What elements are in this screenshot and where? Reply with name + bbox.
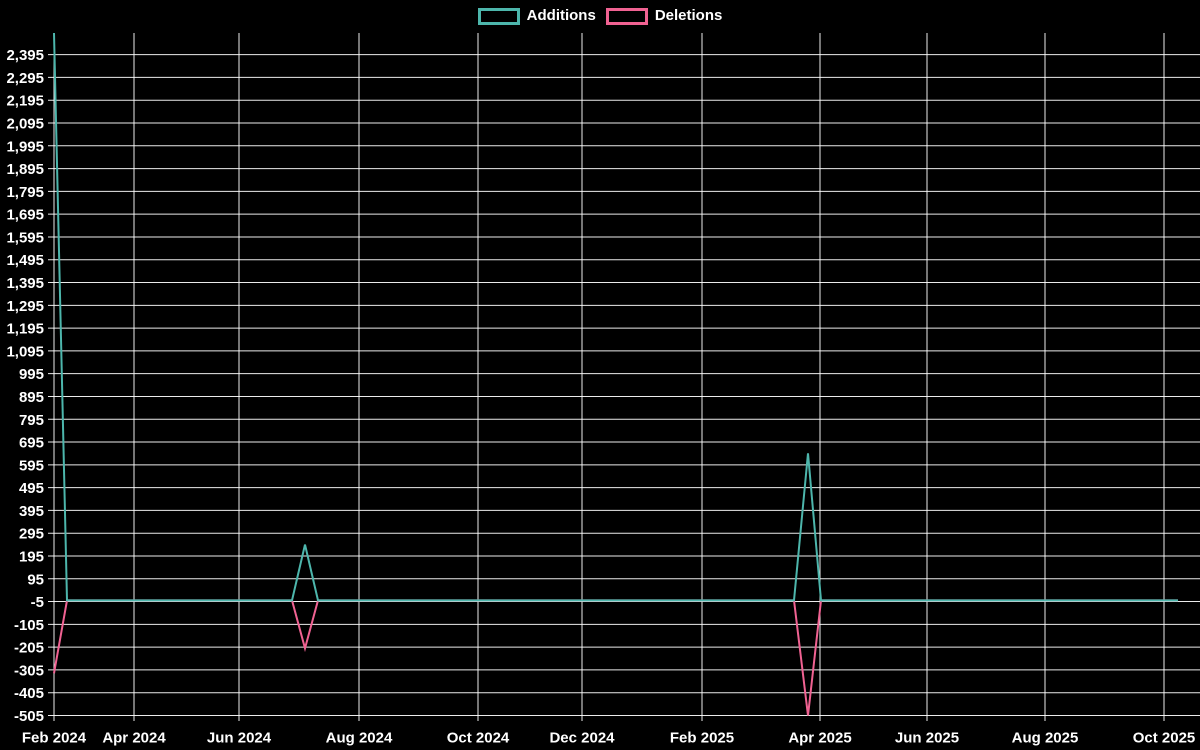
legend-label: Deletions [654,7,723,24]
legend-label: Additions [526,7,596,24]
y-tick-label: 795 [19,412,44,429]
y-tick-label: 695 [19,435,44,452]
y-tick-label: -5 [31,594,44,611]
y-tick-label: 995 [19,366,44,383]
y-tick-label: 895 [19,389,44,406]
y-tick-label: 1,295 [6,298,44,315]
y-tick-label: 2,295 [6,70,44,87]
x-tick-label: Aug 2024 [326,730,393,747]
y-tick-label: 395 [19,503,44,520]
legend-item-deletions[interactable]: Deletions [605,7,723,25]
y-tick-label: 1,595 [6,229,44,246]
x-tick-label: Feb 2025 [670,730,734,747]
legend-swatch-additions [477,7,520,25]
x-tick-label: Oct 2024 [447,730,510,747]
x-tick-label: Dec 2024 [549,730,615,747]
deletions-line [53,599,1178,716]
x-tick-label: Apr 2025 [788,730,851,747]
y-tick-label: -205 [14,640,44,657]
legend-item-additions[interactable]: Additions [477,7,596,25]
y-tick-label: -305 [14,662,44,679]
y-tick-label: 295 [19,526,44,543]
additions-line [53,32,1178,602]
y-tick-label: 1,395 [6,275,44,292]
y-tick-label: 195 [19,548,44,565]
y-tick-label: 1,695 [6,207,44,224]
x-tick-label: Feb 2024 [22,730,87,747]
y-tick-label: 1,795 [6,184,44,201]
legend-swatch-deletions [605,7,648,25]
y-tick-label: 2,395 [6,47,44,64]
y-tick-label: 2,195 [6,93,44,110]
x-tick-label: Jun 2025 [895,730,959,747]
y-tick-label: 1,895 [6,161,44,178]
y-tick-label: -105 [14,617,44,634]
x-tick-label: Apr 2024 [102,730,166,747]
y-tick-label: -405 [14,685,44,702]
y-tick-label: 1,195 [6,321,44,338]
y-tick-label: 2,095 [6,116,44,133]
y-tick-label: 95 [27,571,44,588]
chart-legend: Additions Deletions [0,7,1200,25]
y-tick-label: 1,095 [6,343,44,360]
y-tick-label: 595 [19,457,44,474]
x-tick-label: Oct 2025 [1133,730,1196,747]
y-tick-label: 1,495 [6,252,44,269]
x-tick-label: Aug 2025 [1012,730,1079,747]
y-tick-label: -505 [14,708,44,725]
x-tick-label: Jun 2024 [207,730,272,747]
y-tick-label: 1,995 [6,138,44,155]
y-tick-label: 495 [19,480,44,497]
